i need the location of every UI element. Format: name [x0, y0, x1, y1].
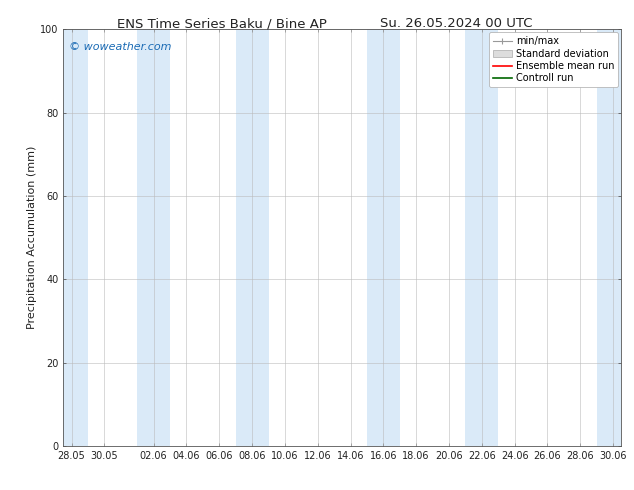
- Bar: [236, 29, 269, 446]
- Text: © woweather.com: © woweather.com: [69, 42, 171, 52]
- Text: ENS Time Series Baku / Bine AP: ENS Time Series Baku / Bine AP: [117, 17, 327, 30]
- Bar: [465, 29, 498, 446]
- Bar: [367, 29, 400, 446]
- Bar: [137, 29, 170, 446]
- Bar: [597, 29, 621, 446]
- Legend: min/max, Standard deviation, Ensemble mean run, Controll run: min/max, Standard deviation, Ensemble me…: [489, 32, 618, 87]
- Text: Su. 26.05.2024 00 UTC: Su. 26.05.2024 00 UTC: [380, 17, 533, 30]
- Y-axis label: Precipitation Accumulation (mm): Precipitation Accumulation (mm): [27, 146, 37, 329]
- Bar: [63, 29, 88, 446]
